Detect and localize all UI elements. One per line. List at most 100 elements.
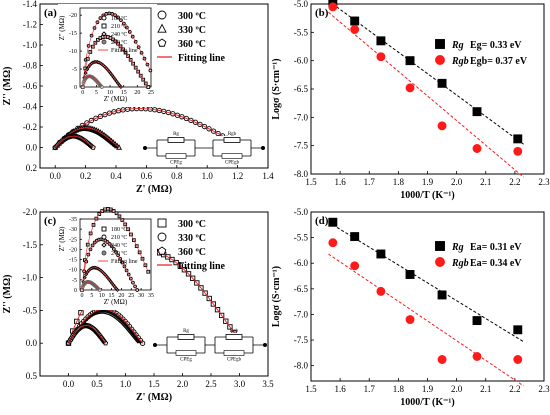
legend-entry: 330 ºC [178, 25, 206, 36]
inset-legend-marker [101, 31, 107, 37]
legend-entry: Rg [451, 242, 464, 253]
y-tick-label: -6.0 [294, 258, 309, 268]
inset-legend-marker [101, 234, 107, 240]
x-tick-label: 1.2 [232, 171, 243, 181]
inset-fitting-line [82, 36, 149, 88]
y-tick-label: -0.2 [23, 122, 37, 132]
data-point [405, 270, 415, 279]
legend-marker [157, 246, 167, 255]
x-tick-label: 0.6 [141, 171, 153, 181]
data-point [405, 315, 415, 324]
inset-legend-marker [101, 39, 107, 45]
data-point [350, 16, 360, 26]
y-tick-label: -5 [72, 278, 77, 284]
x-tick-label: 15 [109, 293, 115, 299]
annotation: Ea= 0.34 eV [470, 258, 522, 269]
series-Rgb: Rgb Ea= 0.34 eV [328, 238, 524, 387]
y-tick-label: -1.0 [23, 273, 38, 283]
data-point [472, 351, 482, 361]
x-tick-label: 2.0 [177, 379, 189, 389]
legend-marker [435, 55, 445, 65]
resistor-label: Rg [173, 132, 179, 137]
fitting-line [54, 108, 246, 148]
data-point [376, 249, 386, 259]
x-tick-label: 0.0 [63, 379, 75, 389]
y-tick-label: -1.4 [23, 0, 38, 9]
circuit-node [263, 343, 267, 347]
x-tick-label: 25 [148, 90, 154, 96]
inset-legend-entry: Fitting line [111, 259, 138, 265]
x-tick-label: 1.8 [393, 384, 405, 394]
y-tick-label: -0.4 [23, 102, 38, 112]
panel-label: (d) [315, 215, 329, 227]
data-point [513, 146, 523, 156]
series-3 [65, 322, 109, 346]
y-tick-label: -7.0 [294, 112, 309, 122]
y-tick-label: 0.0 [26, 338, 38, 348]
x-tick-label: 30 [138, 293, 144, 299]
inset-legend-marker [101, 250, 107, 256]
cpe-element [221, 153, 243, 159]
data-point [328, 217, 338, 227]
x-tick-label: 10 [107, 90, 113, 96]
legend-marker [435, 257, 445, 267]
resistor [225, 334, 243, 340]
x-tick-label: 0.5 [91, 379, 103, 389]
data-point [405, 56, 415, 66]
axes-frame [310, 3, 545, 175]
cpe-element [165, 153, 187, 159]
data-point [376, 36, 386, 46]
x-tick-label: 1.6 [335, 384, 347, 394]
data-point [328, 238, 338, 248]
annotation: Ea= 0.31 eV [470, 242, 522, 253]
circuit-node [261, 146, 265, 150]
y-tick-label: -20 [69, 13, 77, 19]
series-Rg: Rg Ea= 0.31 eV [328, 217, 524, 343]
resistor-label: Rg [183, 329, 189, 334]
data-point [376, 52, 386, 62]
legend-marker [157, 232, 167, 242]
fit-line [328, 221, 524, 343]
legend-marker [157, 38, 167, 47]
x-tick-label: 25 [128, 293, 134, 299]
data-point [472, 107, 482, 117]
legend-entry: 300 ºC [178, 219, 206, 230]
inset-fitting-line [81, 281, 100, 291]
inset-legend-marker [101, 242, 107, 248]
y-tick-label: -5.5 [294, 233, 309, 243]
x-tick-label: 1.6 [335, 177, 347, 187]
y-tick-label: -7.5 [294, 141, 309, 151]
axes-frame [79, 7, 152, 88]
x-tick-label: 1.9 [422, 384, 434, 394]
legend: 300 ºC 330 ºC 360 ºC Fitting line [154, 10, 226, 64]
panel-a: 0.0 0.2 0.4 0.6 0.8 1.0 1.2 1.4 0.2 0.0 -0.2 -0.4 -0… [2, 0, 274, 195]
legend-marker [435, 39, 445, 49]
x-tick-label: 3.5 [262, 379, 274, 389]
y-axis-label: Logσ (S·cm⁻¹) [271, 58, 282, 119]
resistor [177, 334, 195, 340]
inset-legend-entry: Fitting line [111, 48, 138, 54]
inset-background [58, 4, 157, 107]
x-tick-label: 1.5 [148, 379, 160, 389]
y-tick-label: -20 [69, 247, 77, 253]
x-tick-label: 35 [148, 293, 154, 299]
inset: 0 5 10 15 20 25 30 35 0 -5 -10 -15 -20 -25 -30 -35 Z' (M… [58, 207, 157, 310]
legend-entry: 360 ºC [178, 247, 206, 258]
panel-label: (c) [44, 215, 57, 227]
y-tick-label: -2.0 [23, 207, 38, 217]
x-tick-label: 1.8 [393, 177, 405, 187]
x-tick-label: 2.2 [509, 384, 520, 394]
panel-c: 0.0 0.5 1.0 1.5 2.0 2.5 3.0 3.5 0.5 0.0 -0.5 -1.0 -1… [2, 207, 274, 403]
legend-entry: Fitting line [178, 261, 226, 272]
inset-legend-entry: 270 ºC [111, 251, 127, 257]
inset-legend-entry: 210 ºC [111, 24, 127, 30]
data-point [437, 78, 447, 88]
inset: 0 5 10 15 20 25 0 -5 -10 -15 -20 Z' (MΩ) Z'' (MΩ) 180… [58, 4, 157, 107]
y-tick-label: -15 [69, 31, 77, 37]
data-point [472, 316, 482, 326]
y-tick-label: -1.5 [23, 240, 38, 250]
x-tick-label: 3.0 [234, 379, 246, 389]
y-tick-label: 0 [74, 85, 77, 91]
y-tick-label: -7.5 [294, 335, 309, 345]
legend-entry: Fitting line [178, 53, 226, 64]
